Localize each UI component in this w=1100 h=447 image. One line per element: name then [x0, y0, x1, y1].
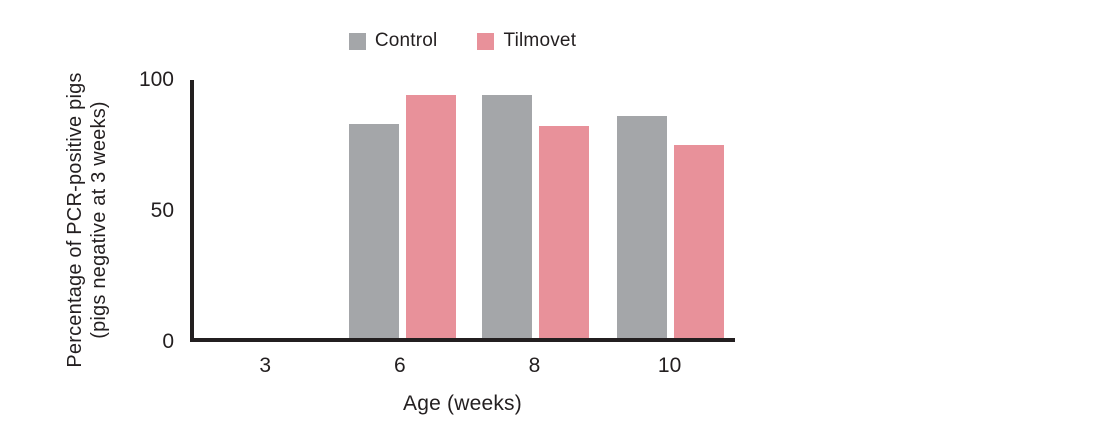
x-axis-ticks: 3 6 8 10 [190, 354, 735, 380]
control-swatch-icon [348, 32, 366, 50]
x-axis-title: Age (weeks) [403, 392, 522, 415]
bar-control-week-8 [482, 95, 533, 338]
y-axis-ticks: 100 50 0 [120, 69, 182, 353]
y-axis-title: Percentage of PCR-positive pigs (pigs ne… [63, 0, 111, 440]
bar-tilmovet-week-10 [673, 144, 724, 338]
y-tick-label: 0 [162, 330, 174, 353]
y-tick-label: 100 [138, 68, 174, 91]
x-tick-label: 10 [657, 354, 682, 377]
y-tick-label: 50 [150, 199, 174, 222]
x-tick-label: 8 [528, 354, 541, 377]
bar-tilmovet-week-8 [539, 126, 590, 338]
bar-tilmovet-week-6 [405, 95, 456, 338]
plot-area [190, 80, 735, 342]
legend-label-tilmovet: Tilmovet [503, 30, 577, 51]
y-axis-title-line2: (pigs negative at 3 weeks) [88, 101, 110, 339]
bar-control-week-6 [348, 123, 399, 338]
legend-item-control: Control [348, 30, 438, 52]
legend-item-tilmovet: Tilmovet [477, 30, 576, 52]
legend: Control Tilmovet [190, 30, 735, 52]
legend-label-control: Control [374, 30, 438, 51]
x-tick-label: 6 [393, 354, 406, 377]
tilmovet-swatch-icon [477, 32, 495, 50]
y-axis-title-line1: Percentage of PCR-positive pigs [64, 72, 86, 368]
bar-control-week-10 [616, 116, 667, 338]
x-tick-label: 3 [259, 354, 272, 377]
